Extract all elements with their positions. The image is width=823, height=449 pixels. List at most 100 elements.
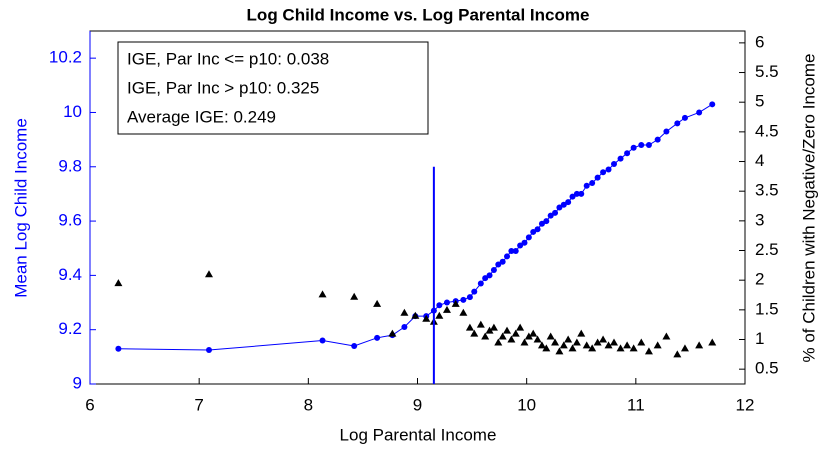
data-point xyxy=(401,323,408,330)
data-point xyxy=(546,332,555,340)
y2-axis-label: % of Children with Negative/Zero Income xyxy=(799,54,818,363)
data-point xyxy=(674,120,681,127)
data-point xyxy=(594,174,601,181)
data-point xyxy=(498,332,507,340)
data-point xyxy=(520,338,529,346)
data-point xyxy=(516,323,525,331)
data-point xyxy=(534,226,541,233)
data-point xyxy=(499,258,506,265)
y-axis-label: Mean Log Child Income xyxy=(11,118,30,298)
data-point xyxy=(490,266,497,273)
data-point xyxy=(524,332,533,340)
data-point xyxy=(638,142,645,149)
data-point xyxy=(465,323,474,331)
y-tick-label: 9.4 xyxy=(58,265,82,284)
data-point xyxy=(644,347,653,355)
y2-tick-label: 3 xyxy=(755,210,764,229)
data-point xyxy=(617,155,624,162)
data-point xyxy=(319,337,326,344)
data-point xyxy=(630,144,637,151)
data-point xyxy=(517,242,524,249)
y-tick-label: 9 xyxy=(73,373,82,392)
y2-tick-label: 2.5 xyxy=(755,240,779,259)
data-point xyxy=(551,338,560,346)
data-point xyxy=(466,294,473,301)
x-tick-label: 7 xyxy=(194,395,203,414)
data-point xyxy=(568,344,577,352)
data-point xyxy=(623,341,632,349)
data-point xyxy=(442,305,451,313)
y-tick-label: 9.6 xyxy=(58,211,82,230)
x-tick-label: 10 xyxy=(517,395,536,414)
data-point xyxy=(696,109,703,116)
data-point xyxy=(489,323,498,331)
data-point xyxy=(482,275,489,282)
data-point xyxy=(653,341,662,349)
y2-tick-label: 1.5 xyxy=(755,299,779,318)
data-point xyxy=(350,292,359,300)
data-point xyxy=(351,342,358,349)
data-point xyxy=(512,247,519,254)
data-point xyxy=(662,332,671,340)
y2-tick-label: 4.5 xyxy=(755,121,779,140)
data-point xyxy=(470,329,479,337)
chart-title: Log Child Income vs. Log Parental Income xyxy=(247,5,590,24)
data-point xyxy=(599,335,608,343)
x-tick-label: 9 xyxy=(413,395,422,414)
data-point xyxy=(604,341,613,349)
data-point xyxy=(605,166,612,173)
data-point xyxy=(494,338,503,346)
data-point xyxy=(611,161,617,168)
data-point xyxy=(477,280,484,287)
annotation-box xyxy=(117,41,429,135)
y2-tick-label: 0.5 xyxy=(755,359,779,378)
data-point xyxy=(708,338,717,346)
data-point xyxy=(525,234,532,241)
x-tick-label: 8 xyxy=(304,395,313,414)
data-point xyxy=(560,201,567,208)
data-point xyxy=(616,344,625,352)
data-point xyxy=(663,128,670,135)
data-point xyxy=(564,335,573,343)
data-point xyxy=(422,314,431,322)
annotation: IGE, Par Inc <= p10: 0.038 xyxy=(127,49,329,68)
x-tick-label: 11 xyxy=(627,395,645,414)
data-point xyxy=(471,288,478,295)
y2-tick-label: 4 xyxy=(755,151,764,170)
data-point xyxy=(577,329,586,337)
x-tick-label: 12 xyxy=(736,395,755,414)
y2-tick-label: 2 xyxy=(755,270,764,289)
data-point xyxy=(637,338,646,346)
data-point xyxy=(495,261,502,268)
annotation: IGE, Par Inc > p10: 0.325 xyxy=(127,78,319,97)
y-tick-label: 10.2 xyxy=(49,48,82,67)
data-point xyxy=(537,341,546,349)
y2-tick-label: 5 xyxy=(755,92,764,111)
data-point xyxy=(521,239,528,246)
data-point xyxy=(507,335,516,343)
data-point xyxy=(411,311,420,319)
data-point xyxy=(624,150,631,157)
y-tick-label: 9.8 xyxy=(58,156,82,175)
annotation: Average IGE: 0.249 xyxy=(127,107,276,126)
data-point xyxy=(435,311,444,319)
y2-tick-label: 6 xyxy=(755,32,764,51)
data-point xyxy=(205,347,212,354)
data-point xyxy=(451,299,460,307)
data-point xyxy=(443,299,450,306)
data-point xyxy=(318,290,327,298)
data-point xyxy=(555,347,564,355)
data-point xyxy=(538,220,545,227)
data-point xyxy=(481,332,490,340)
data-point xyxy=(645,142,652,149)
data-point xyxy=(709,101,716,108)
data-point xyxy=(573,190,580,197)
data-point xyxy=(673,350,682,358)
data-point xyxy=(503,326,512,334)
data-point xyxy=(582,341,591,349)
data-point xyxy=(547,212,554,219)
data-point xyxy=(504,253,511,260)
y2-tick-label: 5.5 xyxy=(755,62,779,81)
